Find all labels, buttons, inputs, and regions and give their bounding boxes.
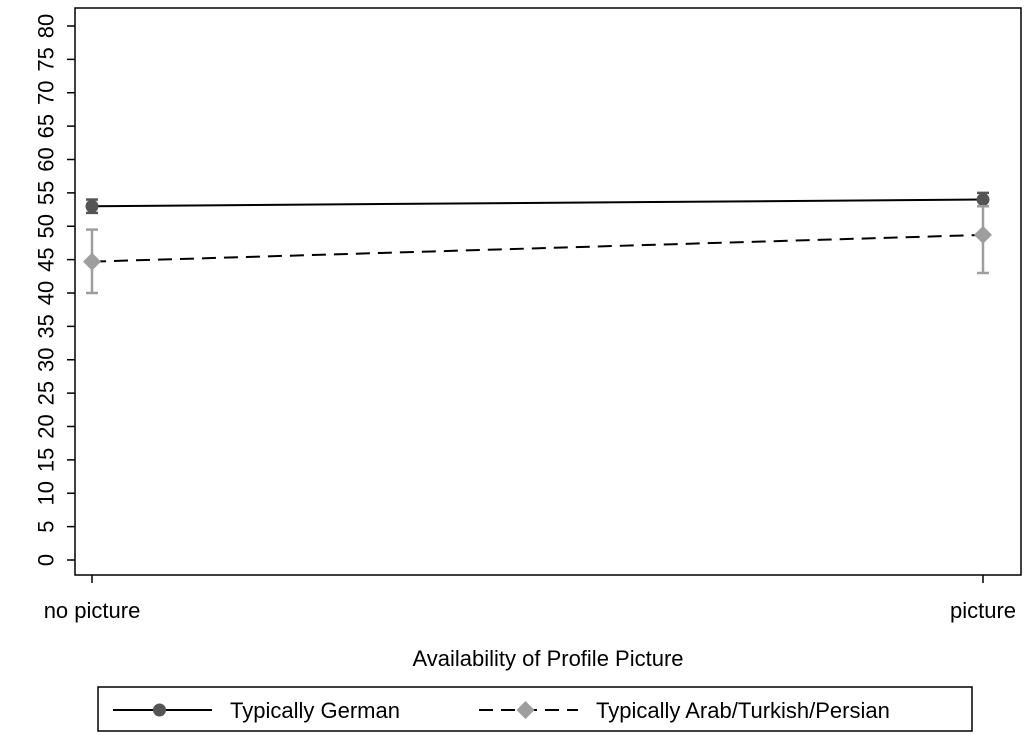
- series-2: [83, 204, 992, 295]
- data-point: [974, 225, 992, 244]
- legend-marker: [516, 701, 535, 719]
- x-tick-label: no picture: [44, 598, 141, 623]
- y-axis: 0 5 10 15 20 25 30 35 40 45 50 55 60 65 70 75 80: [34, 14, 75, 566]
- y-tick-label: 15: [34, 448, 59, 472]
- legend-item-1: Typically German: [113, 698, 400, 723]
- legend-label: Typically Arab/Turkish/Persian: [596, 698, 890, 723]
- x-tick-label: picture: [950, 598, 1016, 623]
- y-tick-label: 30: [34, 348, 59, 372]
- legend: Typically German Typically Arab/Turkish/P…: [97, 686, 973, 732]
- data-point: [85, 199, 99, 213]
- series-line: [91, 233, 984, 263]
- y-tick-label: 25: [34, 381, 59, 405]
- y-tick-label: 55: [34, 181, 59, 205]
- y-tick-label: 40: [34, 281, 59, 305]
- y-tick-label: 0: [34, 554, 59, 566]
- data-point: [83, 252, 101, 271]
- plot-border: [74, 7, 1022, 576]
- legend-label: Typically German: [230, 698, 400, 723]
- y-tick-label: 45: [34, 247, 59, 271]
- y-tick-label: 5: [34, 521, 59, 533]
- series-line: [91, 198, 984, 208]
- series-1: [85, 191, 990, 215]
- y-tick-label: 65: [34, 114, 59, 138]
- y-tick-label: 60: [34, 147, 59, 171]
- x-axis: no picture picture: [44, 575, 1016, 623]
- y-tick-label: 75: [34, 47, 59, 71]
- y-tick-label: 35: [34, 314, 59, 338]
- legend-item-2: Typically Arab/Turkish/Persian: [479, 698, 890, 723]
- x-axis-title: Availability of Profile Picture: [412, 646, 683, 671]
- series-layer: [83, 191, 992, 295]
- data-point: [976, 193, 990, 207]
- y-tick-label: 20: [34, 414, 59, 438]
- y-tick-label: 80: [34, 14, 59, 38]
- y-tick-label: 70: [34, 81, 59, 105]
- y-tick-label: 10: [34, 481, 59, 505]
- plot-frame: [74, 7, 1022, 576]
- y-tick-label: 50: [34, 214, 59, 238]
- legend-marker: [153, 703, 166, 717]
